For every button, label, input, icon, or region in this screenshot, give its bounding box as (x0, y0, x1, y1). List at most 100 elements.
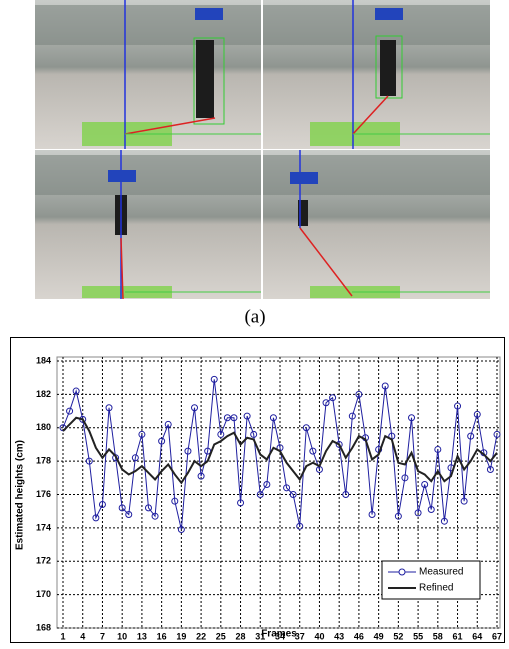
data-point (256, 491, 264, 498)
data-point (296, 522, 304, 530)
x-axis-title: Frames (261, 629, 297, 640)
photo (263, 150, 490, 299)
data-point (210, 375, 218, 383)
data-point (283, 484, 291, 492)
y-tick-label: 178 (36, 456, 51, 466)
data-point (131, 454, 139, 462)
x-tick-label: 40 (314, 631, 324, 641)
data-point (302, 424, 310, 432)
panel-label: (a) (244, 306, 265, 327)
x-tick-label: 37 (295, 631, 305, 641)
data-point (197, 472, 205, 480)
data-point (158, 437, 166, 445)
data-point (493, 430, 501, 438)
data-point (368, 511, 376, 519)
data-point (184, 447, 192, 455)
data-point (223, 414, 231, 422)
data-point (355, 390, 363, 398)
data-point (92, 514, 100, 522)
x-tick-label: 4 (80, 631, 85, 641)
photo-grid (35, 0, 490, 300)
y-tick-label: 176 (36, 489, 51, 499)
y-tick-label: 184 (36, 355, 51, 365)
data-point (460, 497, 468, 505)
data-point (342, 491, 350, 498)
photo (35, 150, 261, 300)
data-point (329, 394, 337, 402)
data-point (98, 501, 106, 509)
data-point (72, 387, 80, 395)
series-line (62, 416, 498, 485)
x-tick-label: 16 (157, 631, 167, 641)
x-tick-label: 13 (137, 631, 147, 641)
data-point (322, 399, 330, 407)
data-point (217, 430, 225, 438)
data-point (250, 430, 258, 438)
y-tick-label: 182 (36, 389, 51, 399)
data-point (85, 457, 93, 465)
y-tick-label: 170 (36, 589, 51, 599)
data-point (427, 506, 435, 514)
data-point (177, 526, 185, 534)
data-point (381, 382, 389, 390)
data-point (243, 412, 251, 420)
y-axis-title: Estimated heights (cm) (15, 440, 26, 550)
data-point (237, 499, 245, 507)
data-point (394, 512, 402, 520)
x-tick-label: 58 (433, 631, 443, 641)
data-point (171, 497, 179, 505)
data-point (144, 504, 152, 512)
data-point (263, 480, 271, 488)
x-tick-label: 28 (236, 631, 246, 641)
x-tick-label: 55 (413, 631, 423, 641)
data-point (191, 404, 199, 412)
photo (263, 0, 490, 149)
y-tick-label: 180 (36, 422, 51, 432)
data-point (486, 465, 494, 473)
data-point (440, 517, 448, 525)
data-point (408, 414, 416, 422)
data-point (335, 440, 343, 448)
x-tick-label: 43 (334, 631, 344, 641)
data-point (421, 480, 429, 488)
data-point (66, 407, 74, 415)
data-point (105, 404, 113, 412)
data-point (230, 414, 238, 422)
data-point (125, 511, 133, 519)
data-point (138, 430, 146, 438)
data-point (309, 447, 317, 455)
x-tick-label: 67 (492, 631, 502, 641)
data-point (164, 420, 172, 428)
x-tick-label: 31 (255, 631, 265, 641)
data-point (434, 445, 442, 453)
x-tick-label: 64 (472, 631, 482, 641)
x-tick-label: 19 (176, 631, 186, 641)
legend-label: Refined (419, 583, 453, 594)
data-point (118, 504, 126, 512)
data-point (401, 474, 409, 482)
y-tick-label: 174 (36, 522, 51, 532)
x-tick-label: 1 (60, 631, 65, 641)
legend-box (381, 560, 481, 600)
x-tick-label: 25 (216, 631, 226, 641)
y-tick-label: 172 (36, 556, 51, 566)
legend-marker (398, 568, 406, 576)
x-tick-label: 49 (374, 631, 384, 641)
x-tick-label: 61 (453, 631, 463, 641)
legend-label: Measured (419, 567, 463, 578)
x-tick-label: 7 (100, 631, 105, 641)
data-point (289, 491, 297, 498)
x-tick-label: 46 (354, 631, 364, 641)
data-point (467, 432, 475, 440)
data-point (454, 402, 462, 410)
data-point (269, 414, 277, 422)
data-point (151, 512, 159, 520)
x-tick-label: 10 (117, 631, 127, 641)
data-point (414, 509, 422, 517)
series-line (62, 379, 498, 530)
x-tick-label: 22 (196, 631, 206, 641)
data-point (473, 410, 481, 418)
x-tick-label: 52 (393, 631, 403, 641)
x-tick-label: 34 (275, 631, 285, 641)
